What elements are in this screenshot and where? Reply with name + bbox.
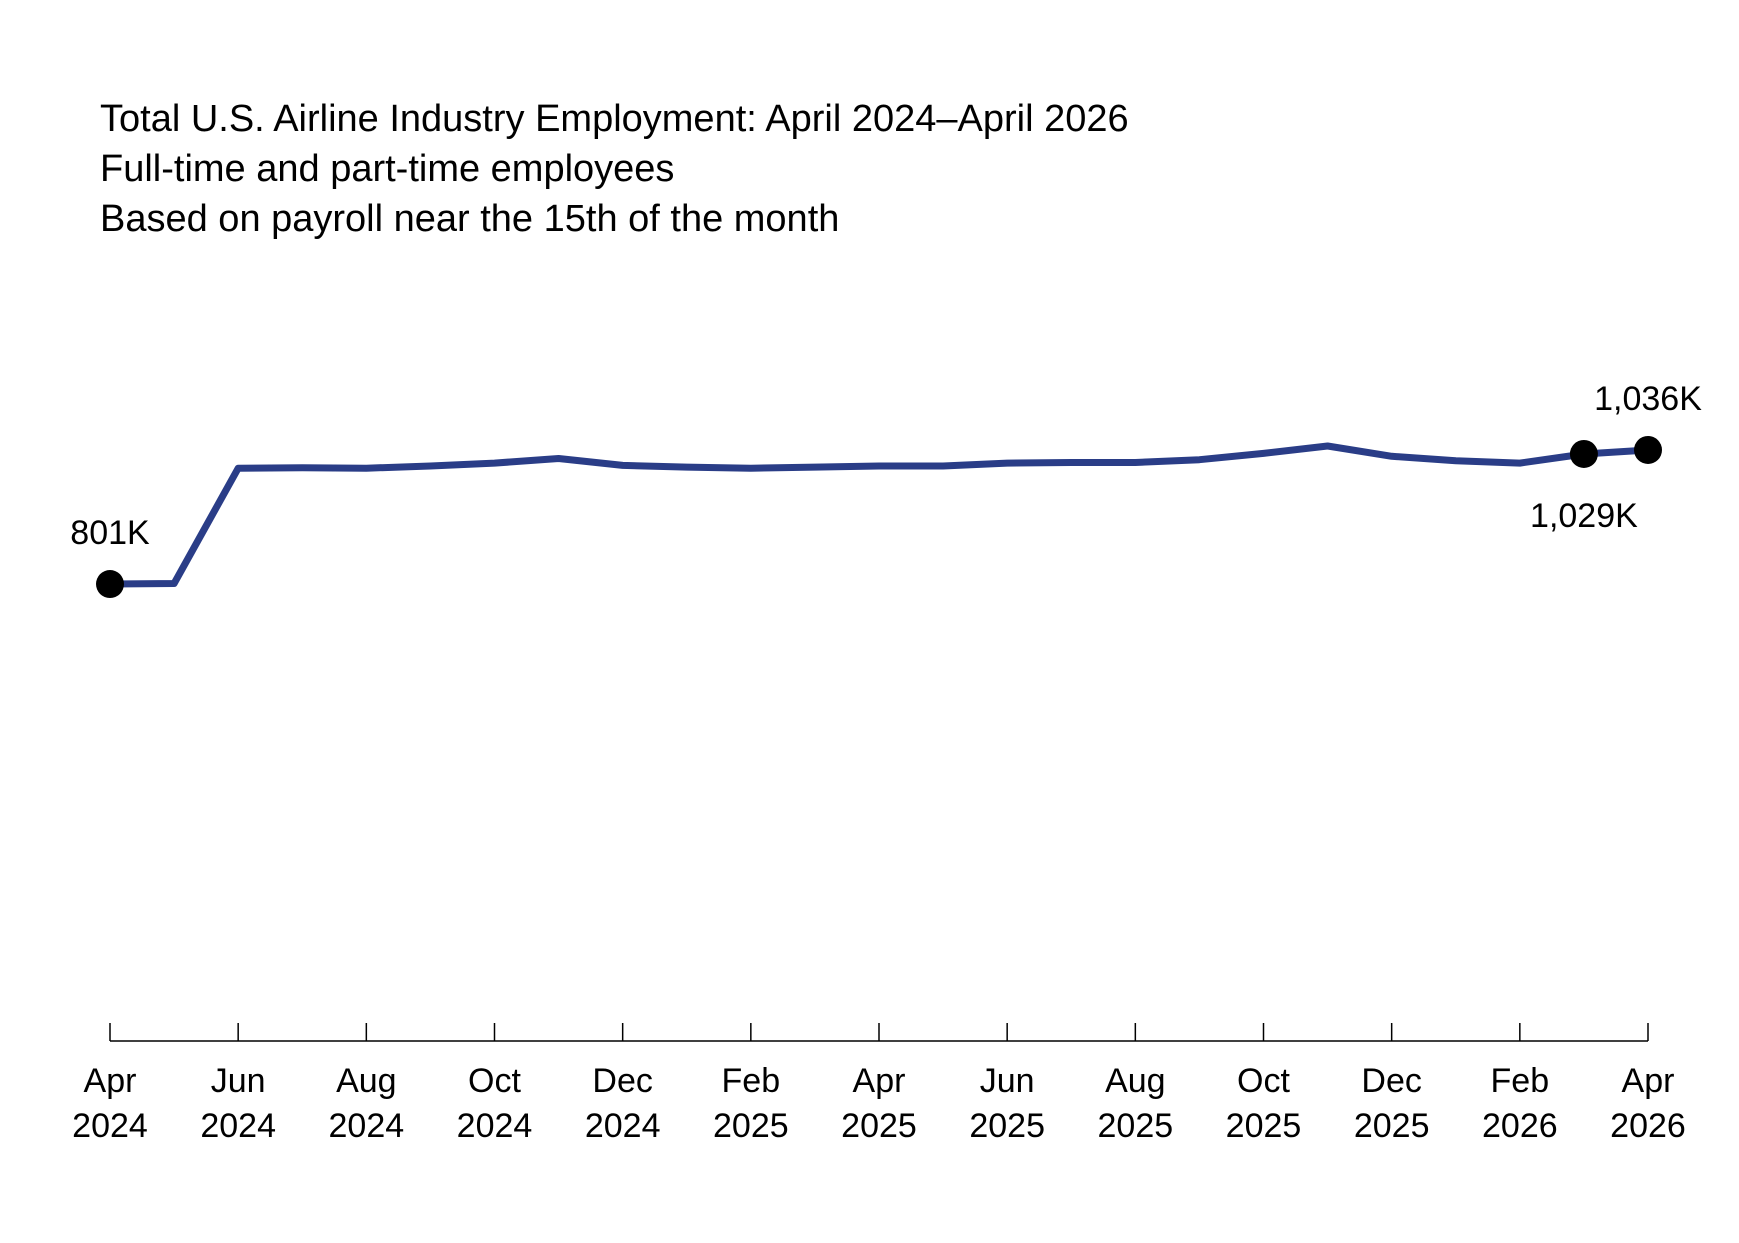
x-tick-label-year: 2025 [1098, 1107, 1174, 1145]
chart-subtitle-1: Full-time and part-time employees [100, 148, 675, 190]
chart-subtitle-2: Based on payroll near the 15th of the mo… [100, 198, 840, 240]
x-tick-label-year: 2024 [585, 1107, 661, 1145]
x-tick-label-month: Aug [1105, 1062, 1166, 1100]
series-layer [106, 442, 1652, 588]
data-point-marker [1569, 439, 1598, 468]
data-point-marker [96, 570, 124, 599]
x-tick-label-month: Apr [1622, 1062, 1675, 1100]
data-point-marker [1634, 435, 1662, 464]
x-tick-label-month: Feb [1491, 1062, 1550, 1100]
x-tick-label-month: Dec [592, 1062, 652, 1100]
x-tick-label-month: Apr [853, 1062, 906, 1100]
x-tick-label-year: 2025 [841, 1107, 917, 1145]
x-tick-label-year: 2026 [1482, 1107, 1558, 1145]
x-tick-label-month: Jun [211, 1062, 266, 1100]
data-label: 1,036K [1594, 380, 1702, 418]
annotation-layer: 801K 1,029K 1,036K [70, 380, 1702, 552]
x-tick-label-year: 2025 [713, 1107, 789, 1145]
x-tick-label-month: Aug [336, 1062, 397, 1100]
x-axis: Apr 2024 Jun 2024 Aug 2024 Oct 2024 Dec 2024 Feb 20… [72, 1023, 1686, 1145]
data-label: 801K [70, 514, 150, 552]
x-tick-label-month: Jun [980, 1062, 1035, 1100]
x-tick-label-month: Dec [1361, 1062, 1421, 1100]
series-line [106, 442, 1652, 588]
x-tick-label-month: Oct [468, 1062, 521, 1100]
x-tick-label-year: 2024 [457, 1107, 533, 1145]
x-tick-label-month: Feb [722, 1062, 781, 1100]
x-tick-label-year: 2024 [72, 1107, 148, 1145]
x-tick-label-month: Apr [84, 1062, 137, 1100]
x-tick-label-year: 2025 [1226, 1107, 1302, 1145]
data-label: 1,029K [1530, 497, 1638, 535]
x-tick-label-year: 2025 [1354, 1107, 1430, 1145]
x-tick-label-year: 2025 [969, 1107, 1045, 1145]
chart-titles: Total U.S. Airline Industry Employment: … [100, 94, 1129, 244]
x-tick-label-year: 2024 [200, 1107, 276, 1145]
x-tick-label-year: 2024 [329, 1107, 405, 1145]
x-tick-label-month: Oct [1237, 1062, 1290, 1100]
marker-layer [96, 435, 1662, 599]
chart-title: Total U.S. Airline Industry Employment: … [100, 98, 1129, 140]
x-tick-label-year: 2026 [1610, 1107, 1686, 1145]
